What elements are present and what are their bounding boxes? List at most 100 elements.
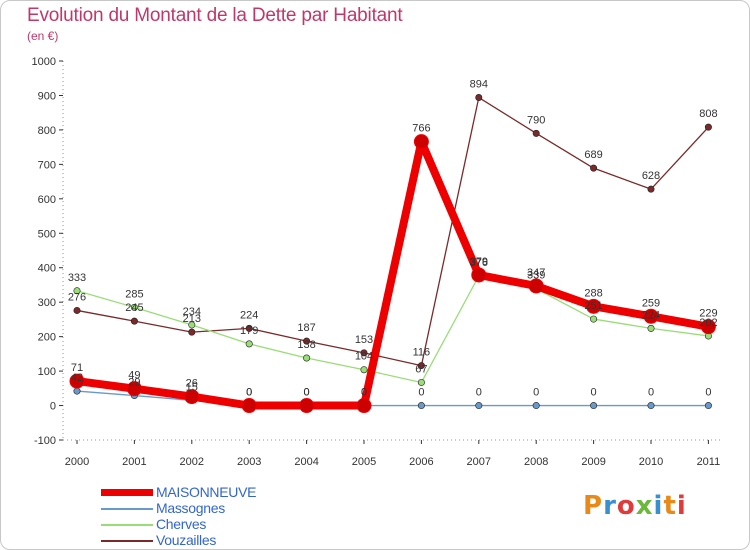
data-point (475, 402, 483, 410)
data-label: 251 (584, 300, 602, 312)
logo-letter: i (653, 491, 664, 521)
x-tick-label: 2006 (409, 456, 433, 468)
data-label: 179 (240, 325, 258, 337)
y-tick-label: 600 (38, 194, 56, 206)
data-point (360, 366, 368, 374)
data-point (126, 381, 142, 397)
data-label: 0 (304, 387, 310, 399)
y-tick-label: 200 (38, 332, 56, 344)
y-tick-label: 800 (38, 125, 56, 137)
y-tick-label: 100 (38, 366, 56, 378)
data-point (700, 319, 716, 335)
data-point (130, 317, 138, 325)
data-label: 259 (642, 297, 660, 309)
chart-data-labels: 276 245 213 224 187 153 116 894 790 689 628 808 333 2… (68, 79, 718, 399)
logo-letter: t (663, 491, 677, 521)
data-point (69, 373, 85, 389)
data-point (590, 315, 598, 323)
data-label: 49 (128, 370, 140, 382)
logo-letter: x (635, 491, 654, 521)
data-label: 288 (584, 287, 602, 299)
data-point (647, 185, 655, 193)
x-tick-label: 2011 (697, 456, 721, 468)
data-point (586, 298, 602, 314)
data-point (188, 328, 196, 336)
x-tick-label: 2000 (65, 456, 89, 468)
data-label: 67 (415, 363, 427, 375)
data-point (647, 324, 655, 332)
data-label: 0 (648, 387, 654, 399)
data-label: 790 (527, 114, 545, 126)
y-tick-label: 400 (38, 263, 56, 275)
data-point (643, 308, 659, 324)
data-label: 766 (412, 123, 430, 135)
data-label: 285 (125, 288, 143, 300)
data-point (471, 267, 487, 283)
x-tick-label: 2002 (180, 456, 204, 468)
data-label: 689 (584, 149, 602, 161)
chart-series-lines (76, 96, 710, 410)
data-label: 379 (470, 256, 488, 268)
legend-swatch-massognes (101, 508, 153, 510)
data-label: 0 (591, 387, 597, 399)
data-label: 376 (470, 257, 488, 269)
data-point (73, 287, 81, 295)
data-label: 0 (246, 387, 252, 399)
data-point (188, 321, 196, 329)
data-label: 245 (125, 302, 143, 314)
x-tick-label: 2007 (467, 456, 491, 468)
data-point (73, 387, 81, 395)
data-label: 0 (705, 387, 711, 399)
logo-letter: i (676, 491, 687, 521)
legend-label-cherves: Cherves (156, 516, 207, 532)
data-point (241, 398, 257, 414)
data-label: 347 (527, 267, 545, 279)
data-label: 234 (183, 306, 201, 318)
logo-letter: o (616, 491, 636, 521)
data-label: 29 (128, 377, 140, 389)
x-tick-label: 2010 (639, 456, 663, 468)
data-label: 138 (297, 339, 315, 351)
data-point (590, 164, 598, 172)
data-point (647, 402, 655, 410)
x-tick-label: 2001 (122, 456, 146, 468)
logo-letter: r (603, 491, 617, 521)
data-point (299, 398, 315, 414)
data-label: 0 (361, 387, 367, 399)
legend-swatch-cherves (101, 524, 153, 526)
data-point (417, 362, 425, 370)
data-point (356, 398, 372, 414)
data-label: 0 (418, 387, 424, 399)
data-label: 187 (297, 322, 315, 334)
y-tick-label: 0 (50, 401, 56, 413)
data-label: 0 (246, 387, 252, 399)
data-point (73, 306, 81, 314)
data-point (417, 378, 425, 386)
y-tick-label: 700 (38, 159, 56, 171)
series-line-vouzailles (76, 96, 709, 367)
data-point (245, 324, 253, 332)
data-label: 0 (476, 387, 482, 399)
y-tick-label: -100 (34, 435, 56, 447)
data-label: 229 (699, 308, 717, 320)
data-point (532, 402, 540, 410)
data-point (590, 402, 598, 410)
data-label: 0 (361, 387, 367, 399)
data-label: 153 (355, 334, 373, 346)
data-label: 224 (240, 309, 258, 321)
data-point (303, 337, 311, 345)
data-label: 224 (642, 309, 660, 321)
legend-label-maisonneuve: MAISONNEUVE (156, 484, 257, 500)
y-tick-label: 500 (38, 228, 56, 240)
data-point (303, 354, 311, 362)
data-label: 333 (68, 272, 86, 284)
data-point (704, 402, 712, 410)
data-point (413, 134, 429, 150)
data-point (360, 349, 368, 357)
data-label: 0 (533, 387, 539, 399)
data-point (528, 278, 544, 294)
x-tick-label: 2009 (581, 456, 605, 468)
y-tick-label: 900 (38, 90, 56, 102)
